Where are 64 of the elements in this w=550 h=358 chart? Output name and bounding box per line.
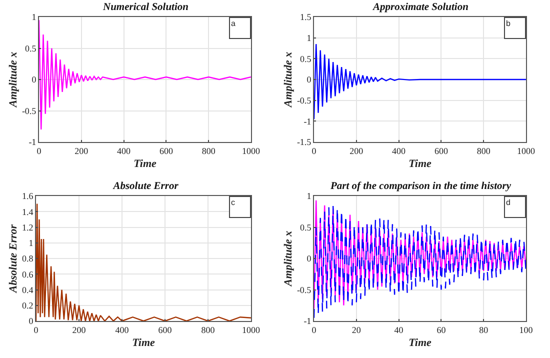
y-tick-label: 1 bbox=[28, 238, 34, 248]
x-axis-title: Time bbox=[134, 158, 157, 170]
x-tick-label: 800 bbox=[202, 146, 216, 156]
x-tick-label: 100 bbox=[519, 324, 534, 335]
x-tick-label: 600 bbox=[158, 324, 172, 335]
chart-title: Numerical Solution bbox=[102, 2, 189, 14]
y-tick-label: 0 bbox=[32, 74, 37, 85]
chart-title: Approximate Solution bbox=[372, 2, 469, 14]
x-tick-label: 80 bbox=[479, 324, 489, 335]
x-tick-label: 800 bbox=[201, 324, 216, 335]
annotation: b bbox=[506, 19, 511, 28]
x-tick-label: 1000 bbox=[242, 324, 260, 335]
y-tick-label: 1.6 bbox=[22, 191, 34, 202]
y-tick-label: 1.2 bbox=[22, 222, 34, 232]
y-tick-label: -1 bbox=[28, 137, 36, 148]
y-tick-label: 0 bbox=[28, 316, 34, 326]
annotation: c bbox=[231, 198, 235, 207]
y-tick-label: 0.6 bbox=[22, 269, 34, 280]
y-tick-label: 0.5 bbox=[300, 222, 312, 232]
y-tick-label: 0.8 bbox=[22, 254, 34, 264]
y-axis-title: Amplitude x bbox=[8, 51, 20, 108]
x-tick-label: 200 bbox=[350, 146, 364, 156]
x-tick-label: 400 bbox=[117, 146, 132, 156]
x-tick-label: 1000 bbox=[242, 146, 260, 156]
y-tick-label: -1 bbox=[304, 116, 312, 126]
x-tick-label: 40 bbox=[394, 324, 404, 335]
y-tick-label: -0.5 bbox=[296, 284, 312, 295]
annotation: d bbox=[506, 198, 510, 207]
y-axis-title: Amplitude x bbox=[282, 51, 295, 108]
chart-title: Part of the comparison in the time history bbox=[330, 181, 512, 192]
y-tick-label: 1 bbox=[306, 32, 312, 43]
y-tick-label: 1.5 bbox=[300, 12, 312, 22]
x-tick-label: 400 bbox=[392, 146, 406, 156]
x-tick-label: 200 bbox=[74, 146, 89, 156]
y-axis-title: Absolute Error bbox=[8, 224, 20, 294]
x-tick-label: 200 bbox=[72, 324, 86, 335]
x-tick-label: 600 bbox=[159, 146, 174, 156]
y-tick-label: -0.5 bbox=[22, 106, 37, 116]
y-tick-label: 0 bbox=[306, 74, 312, 85]
y-tick-label: 1 bbox=[306, 191, 312, 202]
line-series bbox=[39, 20, 251, 130]
y-tick-label: 1.4 bbox=[22, 206, 34, 217]
x-axis-title: Time bbox=[132, 337, 156, 349]
x-tick-label: 60 bbox=[436, 324, 446, 335]
y-axis-title: Amplitude x bbox=[282, 230, 295, 288]
y-tick-label: 0.4 bbox=[22, 284, 34, 295]
line-series bbox=[314, 43, 526, 120]
y-tick-label: 1 bbox=[32, 12, 36, 22]
y-tick-label: 0.2 bbox=[22, 300, 34, 311]
x-axis-title: Time bbox=[408, 158, 432, 170]
x-tick-label: 20 bbox=[352, 324, 362, 335]
x-axis-title: Time bbox=[408, 337, 432, 349]
x-tick-label: 600 bbox=[434, 146, 448, 156]
y-tick-label: 0 bbox=[306, 254, 312, 264]
y-tick-label: -1.5 bbox=[296, 137, 312, 148]
x-tick-label: 400 bbox=[115, 324, 130, 335]
annotation: a bbox=[231, 19, 236, 28]
x-tick-label: 800 bbox=[476, 146, 491, 156]
y-tick-label: -0.5 bbox=[296, 95, 312, 106]
x-tick-label: 1000 bbox=[517, 146, 536, 156]
y-tick-label: 0.5 bbox=[300, 54, 312, 64]
y-tick-label: -1 bbox=[304, 316, 312, 326]
chart-title: Absolute Error bbox=[112, 181, 180, 192]
y-tick-label: 0.5 bbox=[24, 43, 37, 54]
